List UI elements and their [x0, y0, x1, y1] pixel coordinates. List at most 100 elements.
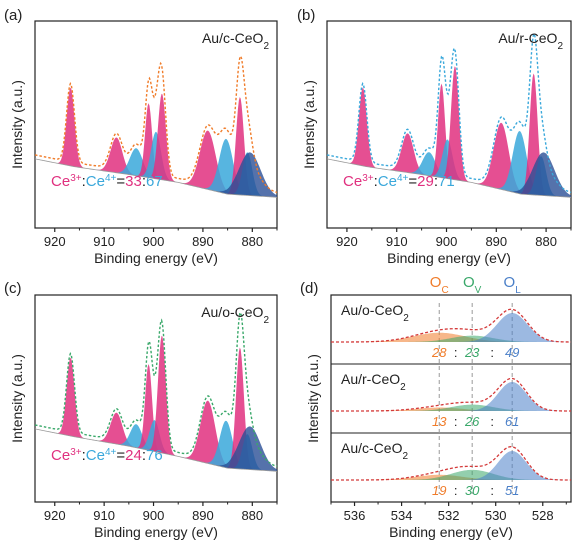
- x-tick-label: 910: [93, 508, 115, 523]
- ce-ratio-annotation: Ce3+:Ce4+=33:67: [51, 173, 163, 191]
- panel-label: (d): [300, 280, 318, 297]
- ratio-part: =: [116, 447, 125, 464]
- o1s-component-O_V: [331, 335, 571, 342]
- ratio-part: 29: [417, 173, 434, 190]
- ratio-part: Ce: [378, 173, 397, 190]
- x-tick-label: 910: [386, 234, 408, 249]
- ratio-part: Ce: [86, 173, 105, 190]
- baseline-curve: [34, 428, 278, 472]
- ce-ratio-annotation: Ce3+:Ce4+=24:76: [51, 447, 163, 465]
- ratio-part: :: [82, 447, 86, 464]
- x-tick-label: 890: [485, 234, 507, 249]
- y-axis-label: Intensity (a.u.): [9, 354, 25, 443]
- component-label: OV: [463, 274, 482, 296]
- o1s-percent-value: 28: [431, 345, 447, 360]
- sample-label-subscript: 2: [263, 315, 269, 326]
- y-axis-label: Intensity (a.u.): [9, 80, 25, 169]
- o1s-percent-separator: :: [490, 414, 494, 429]
- ratio-part: =: [116, 173, 125, 190]
- ratio-part: 4+: [105, 173, 117, 184]
- ratio-part: 3+: [70, 173, 82, 184]
- o1s-percent-separator: :: [454, 414, 458, 429]
- sample-label: Au/o-CeO2: [201, 304, 269, 326]
- peak-component-satellite: [327, 152, 571, 198]
- ratio-part: :: [434, 173, 438, 190]
- x-tick-label: 900: [436, 234, 458, 249]
- baseline-curve: [34, 158, 278, 198]
- x-tick-label: 534: [391, 508, 413, 523]
- o1s-envelope: [331, 446, 571, 481]
- o1s-percent-separator: :: [454, 483, 458, 498]
- o1s-percent-value: 13: [432, 414, 447, 429]
- o1s-percent-value: 61: [505, 414, 519, 429]
- ratio-part: 3+: [362, 173, 374, 184]
- sample-label: Au/c-CeO2: [202, 30, 269, 52]
- o1s-percent-value: 19: [432, 483, 446, 498]
- x-tick-label: 890: [192, 508, 214, 523]
- ratio-part: 76: [146, 447, 163, 464]
- o1s-percent-separator: :: [490, 483, 494, 498]
- ratio-part: Ce: [343, 173, 362, 190]
- o1s-percent-separator: :: [454, 345, 458, 360]
- o1s-component-O_C: [331, 332, 571, 342]
- x-tick-label: 910: [93, 234, 115, 249]
- peak-component-Ce3plus: [35, 138, 277, 198]
- o1s-envelope: [331, 377, 571, 412]
- x-tick-label: 880: [241, 508, 263, 523]
- panel-label: (a): [4, 7, 22, 24]
- ratio-part: :: [142, 447, 146, 464]
- x-tick-label: 532: [438, 508, 460, 523]
- o1s-sample-label: Au/r-CeO2: [341, 371, 406, 393]
- x-tick-label: 880: [535, 234, 557, 249]
- x-tick-label: 890: [192, 234, 214, 249]
- ratio-part: 24: [125, 447, 142, 464]
- ratio-part: :: [374, 173, 378, 190]
- plot-frame: [34, 294, 278, 503]
- o1s-component-O_L: [331, 382, 571, 411]
- ratio-part: :: [82, 173, 86, 190]
- peak-component-Ce4plus: [35, 335, 277, 472]
- o1s-percent-separator: :: [490, 345, 494, 360]
- o1s-percent-value: 30: [465, 483, 480, 498]
- x-axis-label: Binding energy (eV): [94, 250, 218, 266]
- ratio-part: Ce: [86, 447, 105, 464]
- ratio-part: 4+: [397, 173, 409, 184]
- x-tick-label: 900: [143, 508, 165, 523]
- component-label-subscript: V: [475, 285, 482, 296]
- peak-component-Ce3plus: [327, 131, 571, 198]
- ratio-part: 33: [125, 173, 142, 190]
- ratio-part: 71: [438, 173, 455, 190]
- baseline-curve: [326, 158, 572, 198]
- o1s-component-O_L: [331, 451, 571, 480]
- o1s-percent-value: 51: [505, 483, 519, 498]
- ratio-part: Ce: [51, 447, 70, 464]
- o1s-sample-label: Au/c-CeO2: [341, 440, 408, 462]
- x-tick-label: 530: [485, 508, 507, 523]
- component-label: OC: [430, 274, 449, 296]
- component-label-subscript: L: [515, 285, 521, 296]
- y-axis-label: Intensity (a.u.): [305, 354, 321, 443]
- ratio-part: Ce: [51, 173, 70, 190]
- plot-frame: [326, 20, 572, 229]
- sample-label: Au/r-CeO2: [498, 30, 563, 52]
- ce-ratio-annotation: Ce3+:Ce4+=29:71: [343, 173, 455, 191]
- x-axis-label: Binding energy (eV): [387, 250, 511, 266]
- plot-frame: [34, 20, 278, 229]
- ratio-part: 67: [146, 173, 163, 190]
- ratio-part: :: [142, 173, 146, 190]
- o1s-sample-label-subscript: 2: [400, 382, 406, 393]
- ratio-part: 4+: [105, 447, 117, 458]
- x-tick-label: 536: [344, 508, 366, 523]
- panel-label: (c): [4, 280, 22, 297]
- plot-frame: [330, 294, 572, 503]
- sample-label-subscript: 2: [263, 41, 269, 52]
- o1s-component-O_L: [331, 313, 571, 342]
- o1s-envelope: [331, 308, 572, 343]
- o1s-component-O_V: [331, 404, 571, 411]
- x-tick-label: 900: [143, 234, 165, 249]
- component-label: OL: [504, 274, 522, 296]
- x-tick-label: 880: [241, 234, 263, 249]
- o1s-percent-value: 49: [505, 345, 519, 360]
- peak-component-satellite: [35, 152, 277, 198]
